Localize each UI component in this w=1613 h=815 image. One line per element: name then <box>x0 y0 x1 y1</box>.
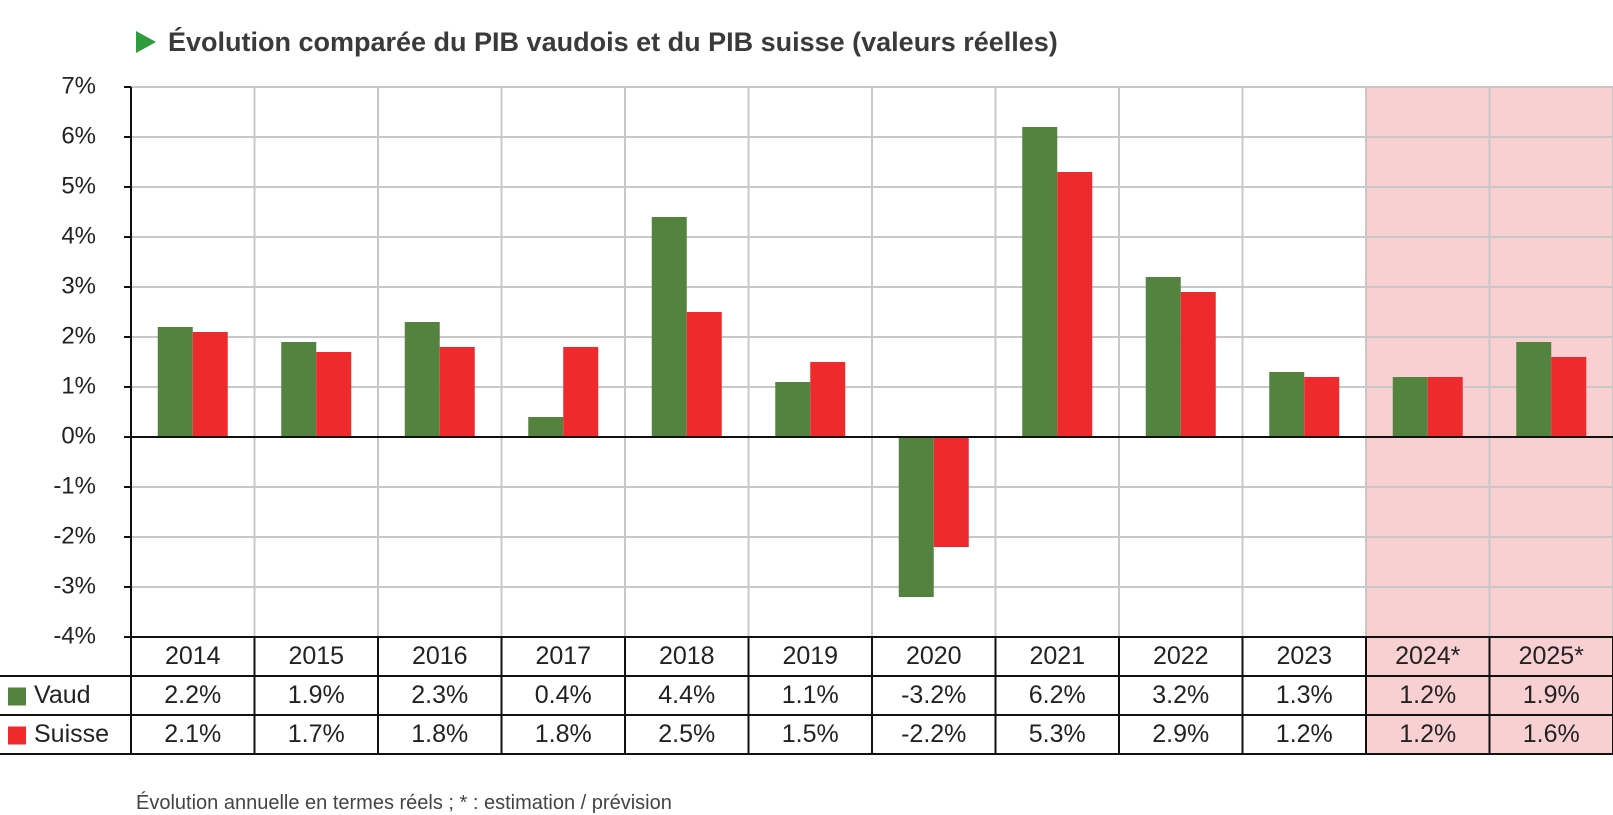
data-label-suisse-2018: 2.5% <box>658 720 715 748</box>
data-label-suisse-2021: 5.3% <box>1029 720 1086 748</box>
bar-suisse-2024 <box>1428 377 1463 437</box>
bar-suisse-2025 <box>1551 357 1586 437</box>
y-tick-label: -3% <box>53 572 96 599</box>
bar-suisse-2014 <box>193 332 228 437</box>
data-label-vaud-2023: 1.3% <box>1276 681 1333 709</box>
bar-vaud-2018 <box>652 217 687 437</box>
data-label-vaud-2015: 1.9% <box>288 681 345 709</box>
legend-label-suisse: Suisse <box>34 720 109 748</box>
data-label-suisse-2022: 2.9% <box>1152 720 1209 748</box>
category-label-2021: 2021 <box>1029 642 1085 670</box>
y-tick-label: -4% <box>53 622 96 649</box>
bar-suisse-2018 <box>687 312 722 437</box>
bar-suisse-2015 <box>316 352 351 437</box>
data-label-suisse-2016: 1.8% <box>411 720 468 748</box>
category-label-2018: 2018 <box>659 642 715 670</box>
bar-vaud-2025 <box>1516 342 1551 437</box>
data-label-suisse-2015: 1.7% <box>288 720 345 748</box>
bar-suisse-2021 <box>1057 172 1092 437</box>
category-label-2014: 2014 <box>165 642 221 670</box>
bar-vaud-2023 <box>1269 372 1304 437</box>
bar-vaud-2014 <box>158 327 193 437</box>
category-label-2024: 2024* <box>1395 642 1461 670</box>
y-tick-label: 7% <box>61 72 96 99</box>
bar-suisse-2023 <box>1304 377 1339 437</box>
bar-vaud-2017 <box>528 417 563 437</box>
category-label-2015: 2015 <box>288 642 344 670</box>
legend-key-suisse <box>8 727 26 745</box>
category-label-2023: 2023 <box>1276 642 1332 670</box>
data-label-suisse-2014: 2.1% <box>164 720 221 748</box>
data-label-vaud-2016: 2.3% <box>411 681 468 709</box>
data-label-vaud-2014: 2.2% <box>164 681 221 709</box>
legend-key-vaud <box>8 688 26 706</box>
category-label-2017: 2017 <box>535 642 591 670</box>
y-tick-label: 4% <box>61 222 96 249</box>
bar-suisse-2016 <box>440 347 475 437</box>
data-label-vaud-2024: 1.2% <box>1399 681 1456 709</box>
y-tick-label: -1% <box>53 472 96 499</box>
data-label-vaud-2022: 3.2% <box>1152 681 1209 709</box>
bar-vaud-2015 <box>281 342 316 437</box>
data-label-vaud-2017: 0.4% <box>535 681 592 709</box>
bar-vaud-2021 <box>1022 127 1057 437</box>
category-label-2022: 2022 <box>1153 642 1209 670</box>
bar-suisse-2020 <box>934 437 969 547</box>
bar-vaud-2020 <box>899 437 934 597</box>
data-label-vaud-2020: -3.2% <box>901 681 966 709</box>
data-label-vaud-2021: 6.2% <box>1029 681 1086 709</box>
footnote: Évolution annuelle en termes réels ; * :… <box>136 792 672 815</box>
data-label-vaud-2025: 1.9% <box>1523 681 1580 709</box>
data-label-vaud-2018: 4.4% <box>658 681 715 709</box>
y-tick-label: 6% <box>61 122 96 149</box>
y-tick-label: 2% <box>61 322 96 349</box>
bar-suisse-2017 <box>563 347 598 437</box>
data-label-suisse-2019: 1.5% <box>782 720 839 748</box>
y-tick-label: -2% <box>53 522 96 549</box>
y-tick-label: 0% <box>61 422 96 449</box>
bar-vaud-2024 <box>1393 377 1428 437</box>
bar-vaud-2019 <box>775 382 810 437</box>
y-tick-label: 3% <box>61 272 96 299</box>
bar-suisse-2022 <box>1181 292 1216 437</box>
category-label-2016: 2016 <box>412 642 468 670</box>
category-label-2025: 2025* <box>1519 642 1585 670</box>
data-label-suisse-2025: 1.6% <box>1523 720 1580 748</box>
bar-suisse-2019 <box>810 362 845 437</box>
data-label-vaud-2019: 1.1% <box>782 681 839 709</box>
data-label-suisse-2017: 1.8% <box>535 720 592 748</box>
legend-label-vaud: Vaud <box>34 681 91 709</box>
bar-vaud-2016 <box>405 322 440 437</box>
y-tick-label: 1% <box>61 372 96 399</box>
category-label-2019: 2019 <box>782 642 838 670</box>
bar-vaud-2022 <box>1146 277 1181 437</box>
data-label-suisse-2024: 1.2% <box>1399 720 1456 748</box>
y-tick-label: 5% <box>61 172 96 199</box>
data-label-suisse-2023: 1.2% <box>1276 720 1333 748</box>
data-label-suisse-2020: -2.2% <box>901 720 966 748</box>
category-label-2020: 2020 <box>906 642 962 670</box>
